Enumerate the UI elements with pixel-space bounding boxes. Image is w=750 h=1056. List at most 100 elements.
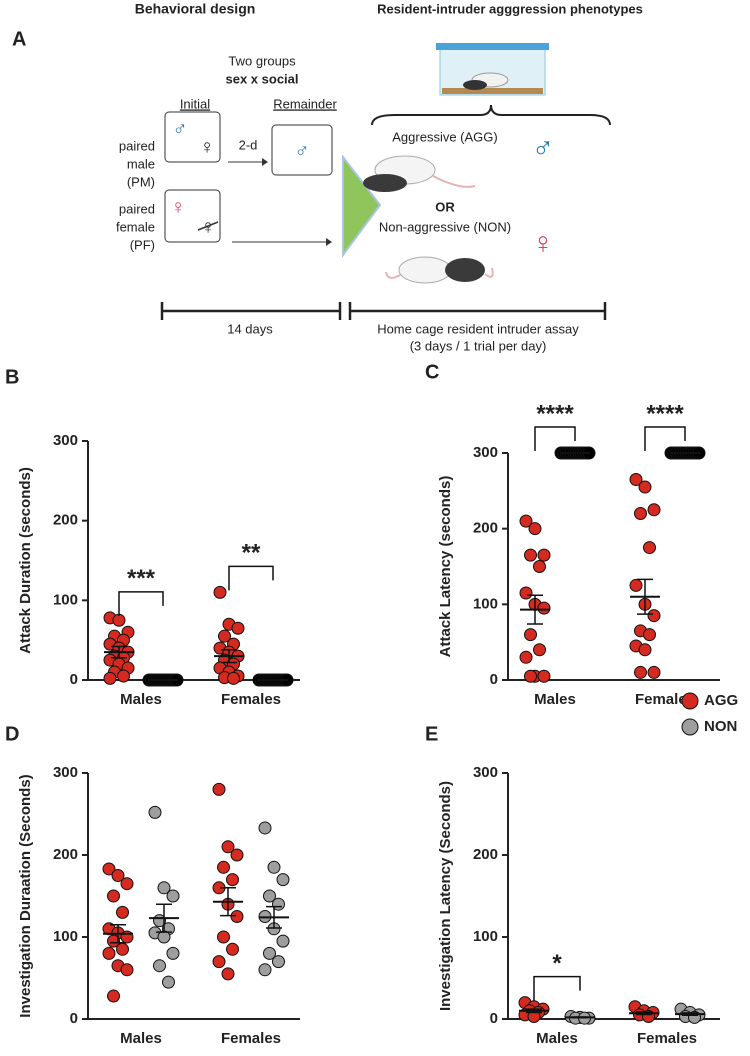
x-tick-label: Females xyxy=(637,1030,697,1047)
text: sex x social xyxy=(226,71,299,86)
box xyxy=(271,124,333,176)
data-point xyxy=(217,860,230,874)
significance-bracket xyxy=(534,426,576,451)
data-point xyxy=(213,585,227,599)
symbol: ♀ xyxy=(171,196,186,218)
symbol: ♀ xyxy=(200,136,215,158)
significance-bracket xyxy=(644,426,686,451)
data-point xyxy=(166,889,180,903)
sem-bar xyxy=(221,648,237,664)
symbol: ♀ xyxy=(201,216,216,238)
symbol: ♂ xyxy=(295,140,310,162)
sem-bar xyxy=(636,1011,652,1016)
data-point xyxy=(153,959,166,973)
y-tick-label: 300 xyxy=(473,764,498,781)
y-tick-label: 0 xyxy=(70,1010,78,1027)
data-point xyxy=(533,643,546,657)
data-point xyxy=(226,942,239,956)
data-point xyxy=(533,560,546,573)
data-point xyxy=(634,507,647,521)
text: Non-aggressive (NON) xyxy=(379,219,511,234)
data-point xyxy=(263,889,276,903)
sem-bar xyxy=(266,905,282,929)
significance-bracket xyxy=(118,591,164,616)
data-point xyxy=(524,548,537,562)
data-point xyxy=(107,989,120,1003)
data-point xyxy=(643,628,656,642)
box xyxy=(164,189,221,243)
brace xyxy=(371,104,611,126)
text: Initial xyxy=(180,96,210,111)
sem-bar xyxy=(637,578,653,615)
y-tick-label: 200 xyxy=(53,512,78,529)
panel-a: Behavioral design Resident-intruder aggg… xyxy=(12,1,643,354)
arrow-head xyxy=(326,238,332,246)
data-point xyxy=(102,946,116,960)
data-point xyxy=(230,848,244,862)
symbol: ♂ xyxy=(173,118,188,140)
sem-bar xyxy=(110,923,126,944)
cage xyxy=(439,46,546,96)
data-point xyxy=(148,805,162,819)
x-tick-label: Females xyxy=(221,1030,281,1047)
text: Aggressive (AGG) xyxy=(392,129,497,144)
text: male xyxy=(127,156,155,171)
data-point xyxy=(647,609,661,623)
y-tick-label: 100 xyxy=(53,591,78,608)
text: Remainder xyxy=(273,96,337,111)
data-point xyxy=(519,586,533,600)
strike xyxy=(197,221,219,231)
timeline xyxy=(160,302,342,320)
text: (PM) xyxy=(127,174,155,189)
mouse xyxy=(463,80,487,90)
y-tick-label: 100 xyxy=(473,928,498,945)
data-point xyxy=(629,472,643,486)
data-point xyxy=(634,665,647,679)
y-tick-label: 0 xyxy=(490,671,498,688)
y-axis-label: Attack Duration (seconds) xyxy=(17,467,34,654)
data-point xyxy=(166,946,180,960)
text: (PF) xyxy=(130,237,155,252)
data-point xyxy=(116,905,129,919)
sem-bar xyxy=(572,1016,588,1019)
significance-label: *** xyxy=(127,565,156,592)
legend-marker xyxy=(681,718,699,736)
timeline xyxy=(348,302,607,320)
data-point xyxy=(524,628,537,642)
x-tick-label: Males xyxy=(120,691,162,708)
data-point xyxy=(276,873,290,887)
data-point xyxy=(258,963,272,977)
data-point xyxy=(643,541,656,555)
significance-bracket xyxy=(533,975,581,1001)
significance-label: ** xyxy=(242,540,261,567)
data-point xyxy=(157,881,171,895)
sem-bar xyxy=(527,594,543,625)
y-tick-label: 200 xyxy=(473,520,498,537)
box xyxy=(164,111,221,163)
y-tick-label: 0 xyxy=(490,1010,498,1027)
section-title: Behavioral design xyxy=(135,1,256,17)
data-point xyxy=(217,930,230,944)
text: female xyxy=(116,219,155,234)
data-point xyxy=(226,873,239,887)
data-point xyxy=(212,955,226,969)
significance-label: **** xyxy=(536,400,574,427)
y-tick-label: 300 xyxy=(473,444,498,461)
panel-label: C xyxy=(425,361,439,383)
y-tick-label: 300 xyxy=(53,432,78,449)
significance-label: * xyxy=(552,950,562,977)
arrow-head xyxy=(262,158,268,166)
data-point xyxy=(263,946,276,960)
data-point xyxy=(537,601,551,615)
text: 14 days xyxy=(227,321,273,336)
text: Two groups xyxy=(228,53,296,68)
x-tick-label: Males xyxy=(536,1030,578,1047)
bedding xyxy=(442,88,543,94)
data-point xyxy=(629,578,643,592)
x-tick-label: Males xyxy=(120,1030,162,1047)
data-point xyxy=(267,860,281,874)
tail xyxy=(385,267,494,279)
mouse xyxy=(363,174,407,192)
text: (3 days / 1 trial per day) xyxy=(410,338,547,353)
data-point xyxy=(117,669,130,683)
